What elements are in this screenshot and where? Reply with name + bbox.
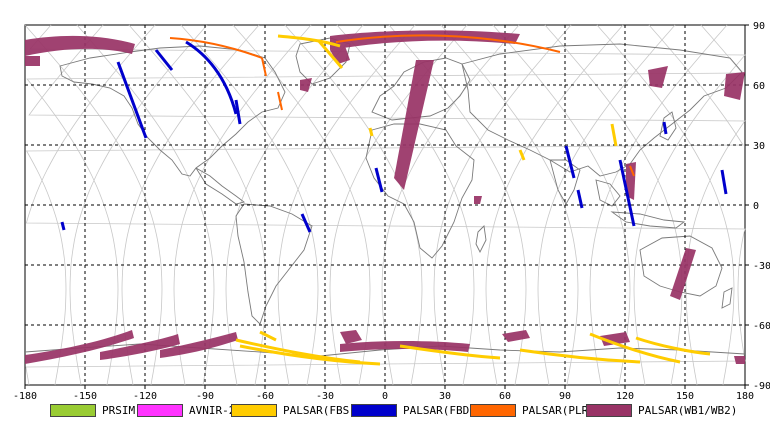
orbit-track bbox=[596, 24, 735, 386]
fbs-swaths bbox=[235, 34, 711, 366]
legend-swatch bbox=[470, 403, 516, 417]
legend-label: AVNIR-2 bbox=[189, 403, 236, 417]
x-tick-label: 60 bbox=[499, 391, 511, 402]
legend-label: PALSAR(WB1/WB2) bbox=[638, 403, 738, 417]
orbit-track bbox=[29, 24, 746, 386]
legend-item-palsar-fbs: PALSAR(FBS) bbox=[231, 403, 356, 417]
orbit-track bbox=[284, 24, 423, 386]
y-tick-label: -30 bbox=[753, 261, 770, 272]
x-tick-label: -90 bbox=[196, 391, 214, 402]
y-tick-label: 0 bbox=[753, 201, 759, 212]
legend-label: PRSIM bbox=[102, 403, 136, 417]
plr-swaths bbox=[169, 34, 635, 177]
graticule bbox=[25, 25, 745, 385]
x-tick-label: 0 bbox=[382, 391, 388, 402]
orbit-track bbox=[225, 24, 364, 386]
x-tick-label: -60 bbox=[256, 391, 274, 402]
y-tick-label: 90 bbox=[753, 21, 765, 32]
wb-swaths bbox=[25, 30, 745, 364]
legend-swatch bbox=[137, 403, 183, 417]
orbit-track bbox=[537, 24, 676, 386]
legend-item-avnir2: AVNIR-2 bbox=[137, 403, 235, 417]
x-tick-label: -150 bbox=[73, 391, 97, 402]
y-tick-label: 60 bbox=[753, 81, 765, 92]
orbit-track bbox=[440, 24, 579, 386]
x-tick-label: -120 bbox=[133, 391, 157, 402]
legend-item-palsar-wb: PALSAR(WB1/WB2) bbox=[586, 403, 737, 417]
x-tick-label: 90 bbox=[559, 391, 571, 402]
legend-item-prsim: PRSIM bbox=[50, 403, 135, 417]
fbd-swaths bbox=[60, 40, 728, 233]
legend-label: PALSAR(FBS) bbox=[283, 403, 356, 417]
x-tick-label: -180 bbox=[13, 391, 37, 402]
orbit-track bbox=[69, 24, 208, 386]
legend: PRSIM AVNIR-2 PALSAR(FBS) PALSAR(FBD) PA… bbox=[40, 400, 770, 422]
x-tick-label: 180 bbox=[736, 391, 754, 402]
legend-swatch bbox=[586, 403, 632, 417]
y-axis: 90 60 30 0 -30 -60 -90 bbox=[745, 21, 770, 392]
x-tick-label: 30 bbox=[439, 391, 451, 402]
legend-swatch bbox=[231, 403, 277, 417]
legend-label: PALSAR(FBD) bbox=[403, 403, 476, 417]
y-tick-label: -90 bbox=[753, 381, 770, 392]
legend-swatch bbox=[50, 403, 96, 417]
legend-label: PALSAR(PLR) bbox=[522, 403, 595, 417]
legend-item-palsar-fbd: PALSAR(FBD) bbox=[351, 403, 476, 417]
x-tick-label: 150 bbox=[676, 391, 694, 402]
legend-item-palsar-plr: PALSAR(PLR) bbox=[470, 403, 595, 417]
orbit-track bbox=[381, 24, 520, 386]
x-tick-label: -30 bbox=[316, 391, 334, 402]
x-axis: -180 -150 -120 -90 -60 -30 0 30 60 90 120 150 180 bbox=[13, 385, 754, 402]
y-tick-label: 30 bbox=[753, 141, 765, 152]
legend-swatch bbox=[351, 403, 397, 417]
x-tick-label: 120 bbox=[616, 391, 634, 402]
y-tick-label: -60 bbox=[753, 321, 770, 332]
